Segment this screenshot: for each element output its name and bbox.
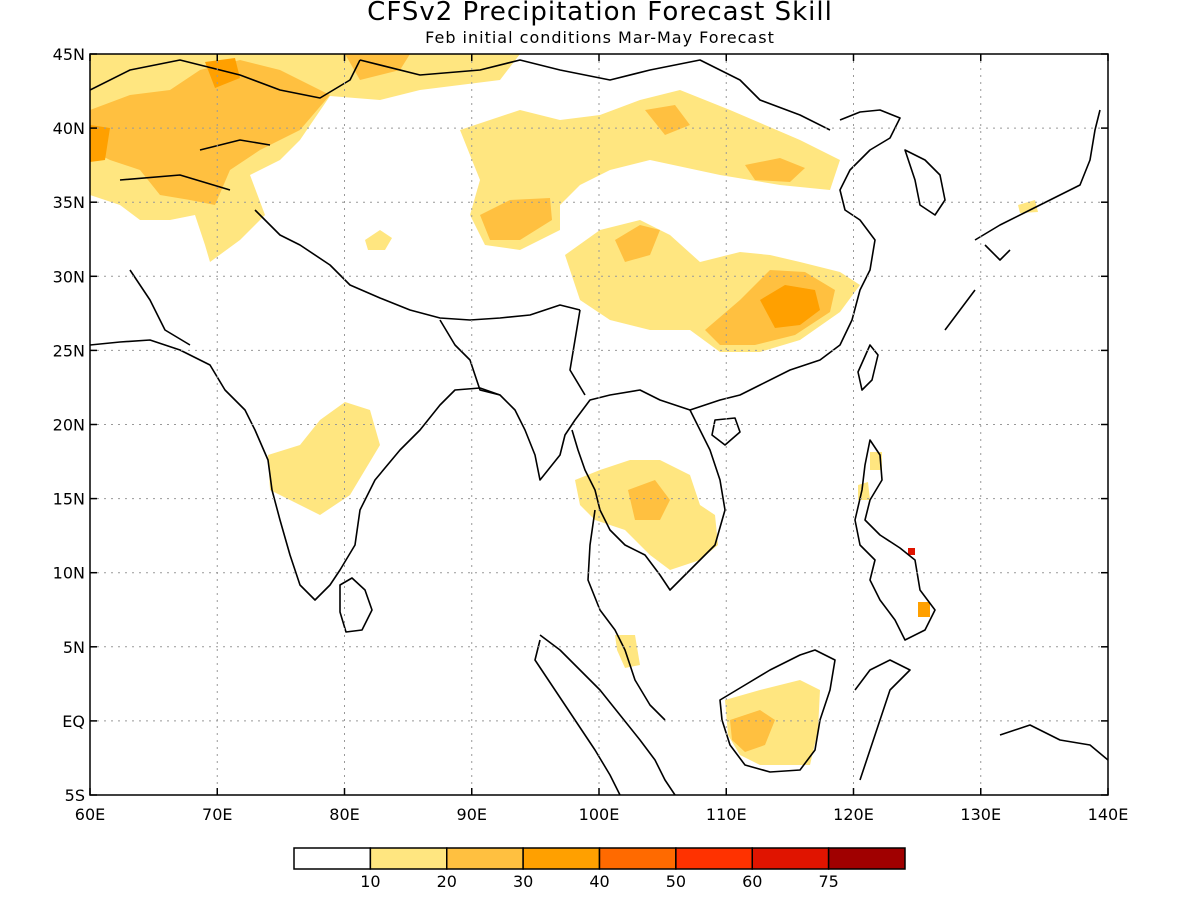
lat-tick-label: 45N — [53, 45, 85, 64]
border-bangladesh — [439, 319, 501, 396]
skill-max-philippines — [908, 548, 915, 555]
colorbar-label: 60 — [742, 872, 762, 891]
skill-region-korea-small — [1018, 200, 1038, 213]
skill-region-tibet-small — [365, 230, 392, 250]
colorbar-swatch — [827, 847, 906, 870]
skill-region-tibet — [460, 90, 840, 250]
coastline-indochina — [571, 409, 726, 721]
coastline-new-guinea — [999, 724, 1108, 761]
map-title: CFSv2 Precipitation Forecast Skill — [367, 0, 833, 27]
border-myanmar — [569, 309, 586, 396]
lat-tick-label: 5N — [63, 638, 85, 657]
skill-max-central-asia — [90, 58, 240, 162]
skill-high-tibet-2 — [615, 225, 660, 262]
skill-high-tibet — [480, 198, 552, 240]
skill-region-malay — [615, 635, 640, 668]
border-central-asia — [90, 59, 361, 346]
lon-tick-label: 130E — [960, 805, 1001, 824]
border-himalaya — [254, 209, 581, 321]
coastline-sri-lanka — [339, 577, 373, 633]
lon-tick-label: 70E — [202, 805, 232, 824]
lon-axis: 60E 70E 80E 90E 100E 110E 120E 130E 140E — [75, 54, 1129, 824]
lat-tick-label: 5S — [65, 786, 85, 805]
skill-shading — [90, 54, 1038, 765]
colorbar-label: 50 — [666, 872, 686, 891]
lon-tick-label: 80E — [329, 805, 359, 824]
coastline-hainan — [711, 417, 741, 446]
skill-high-tibet-4 — [645, 105, 690, 135]
coastline-india — [90, 109, 901, 601]
lat-tick-label: 20N — [53, 416, 85, 435]
colorbar-swatch — [675, 847, 753, 870]
coastline-borneo — [719, 649, 836, 773]
lat-axis: 5S EQ 5N 10N 15N 20N 25N 30N 35N 40N 45N — [53, 45, 1108, 805]
coastline-taiwan — [857, 344, 879, 391]
colorbar-swatch — [598, 847, 677, 870]
skill-max-mindanao — [918, 602, 930, 617]
skill-high-central-asia — [90, 60, 330, 205]
lon-tick-label: 60E — [75, 805, 105, 824]
map-subtitle: Feb initial conditions Mar-May Forecast — [425, 28, 775, 47]
lat-tick-label: EQ — [62, 712, 85, 731]
border-china — [359, 59, 831, 131]
skill-region-india — [268, 402, 380, 515]
skill-region-philippines — [858, 452, 882, 500]
skill-high-tibet-3 — [745, 158, 805, 182]
coastline-philippines — [854, 439, 936, 641]
colorbar-label: 40 — [589, 872, 609, 891]
colorbar-label: 75 — [818, 872, 838, 891]
coastline-sumatra — [534, 634, 676, 795]
lon-tick-label: 110E — [706, 805, 747, 824]
skill-high-indochina — [628, 480, 670, 520]
lat-tick-label: 30N — [53, 267, 85, 286]
lon-tick-label: 90E — [457, 805, 487, 824]
coastline-sulawesi — [854, 659, 911, 781]
colorbar-swatch — [446, 847, 524, 870]
colorbar-swatch — [751, 847, 830, 870]
skill-max-south-china — [760, 285, 820, 328]
colorbar-swatch — [369, 847, 448, 870]
colorbar-swatch — [522, 847, 601, 870]
gridlines — [90, 54, 1108, 795]
lon-tick-label: 100E — [579, 805, 620, 824]
lat-tick-label: 25N — [53, 341, 85, 360]
colorbar-label: 30 — [513, 872, 533, 891]
colorbar-label: 10 — [360, 872, 380, 891]
lat-tick-label: 10N — [53, 564, 85, 583]
lat-tick-label: 15N — [53, 490, 85, 509]
coastline-korea — [904, 149, 946, 216]
colorbar: 10 20 30 40 50 60 75 — [293, 847, 906, 891]
lon-tick-label: 120E — [833, 805, 874, 824]
lon-tick-label: 140E — [1088, 805, 1129, 824]
lat-tick-label: 35N — [53, 193, 85, 212]
coastlines — [90, 59, 1108, 795]
colorbar-label: 20 — [437, 872, 457, 891]
lat-tick-label: 40N — [53, 119, 85, 138]
coastline-japan — [944, 109, 1101, 331]
colorbar-swatch — [293, 847, 372, 870]
